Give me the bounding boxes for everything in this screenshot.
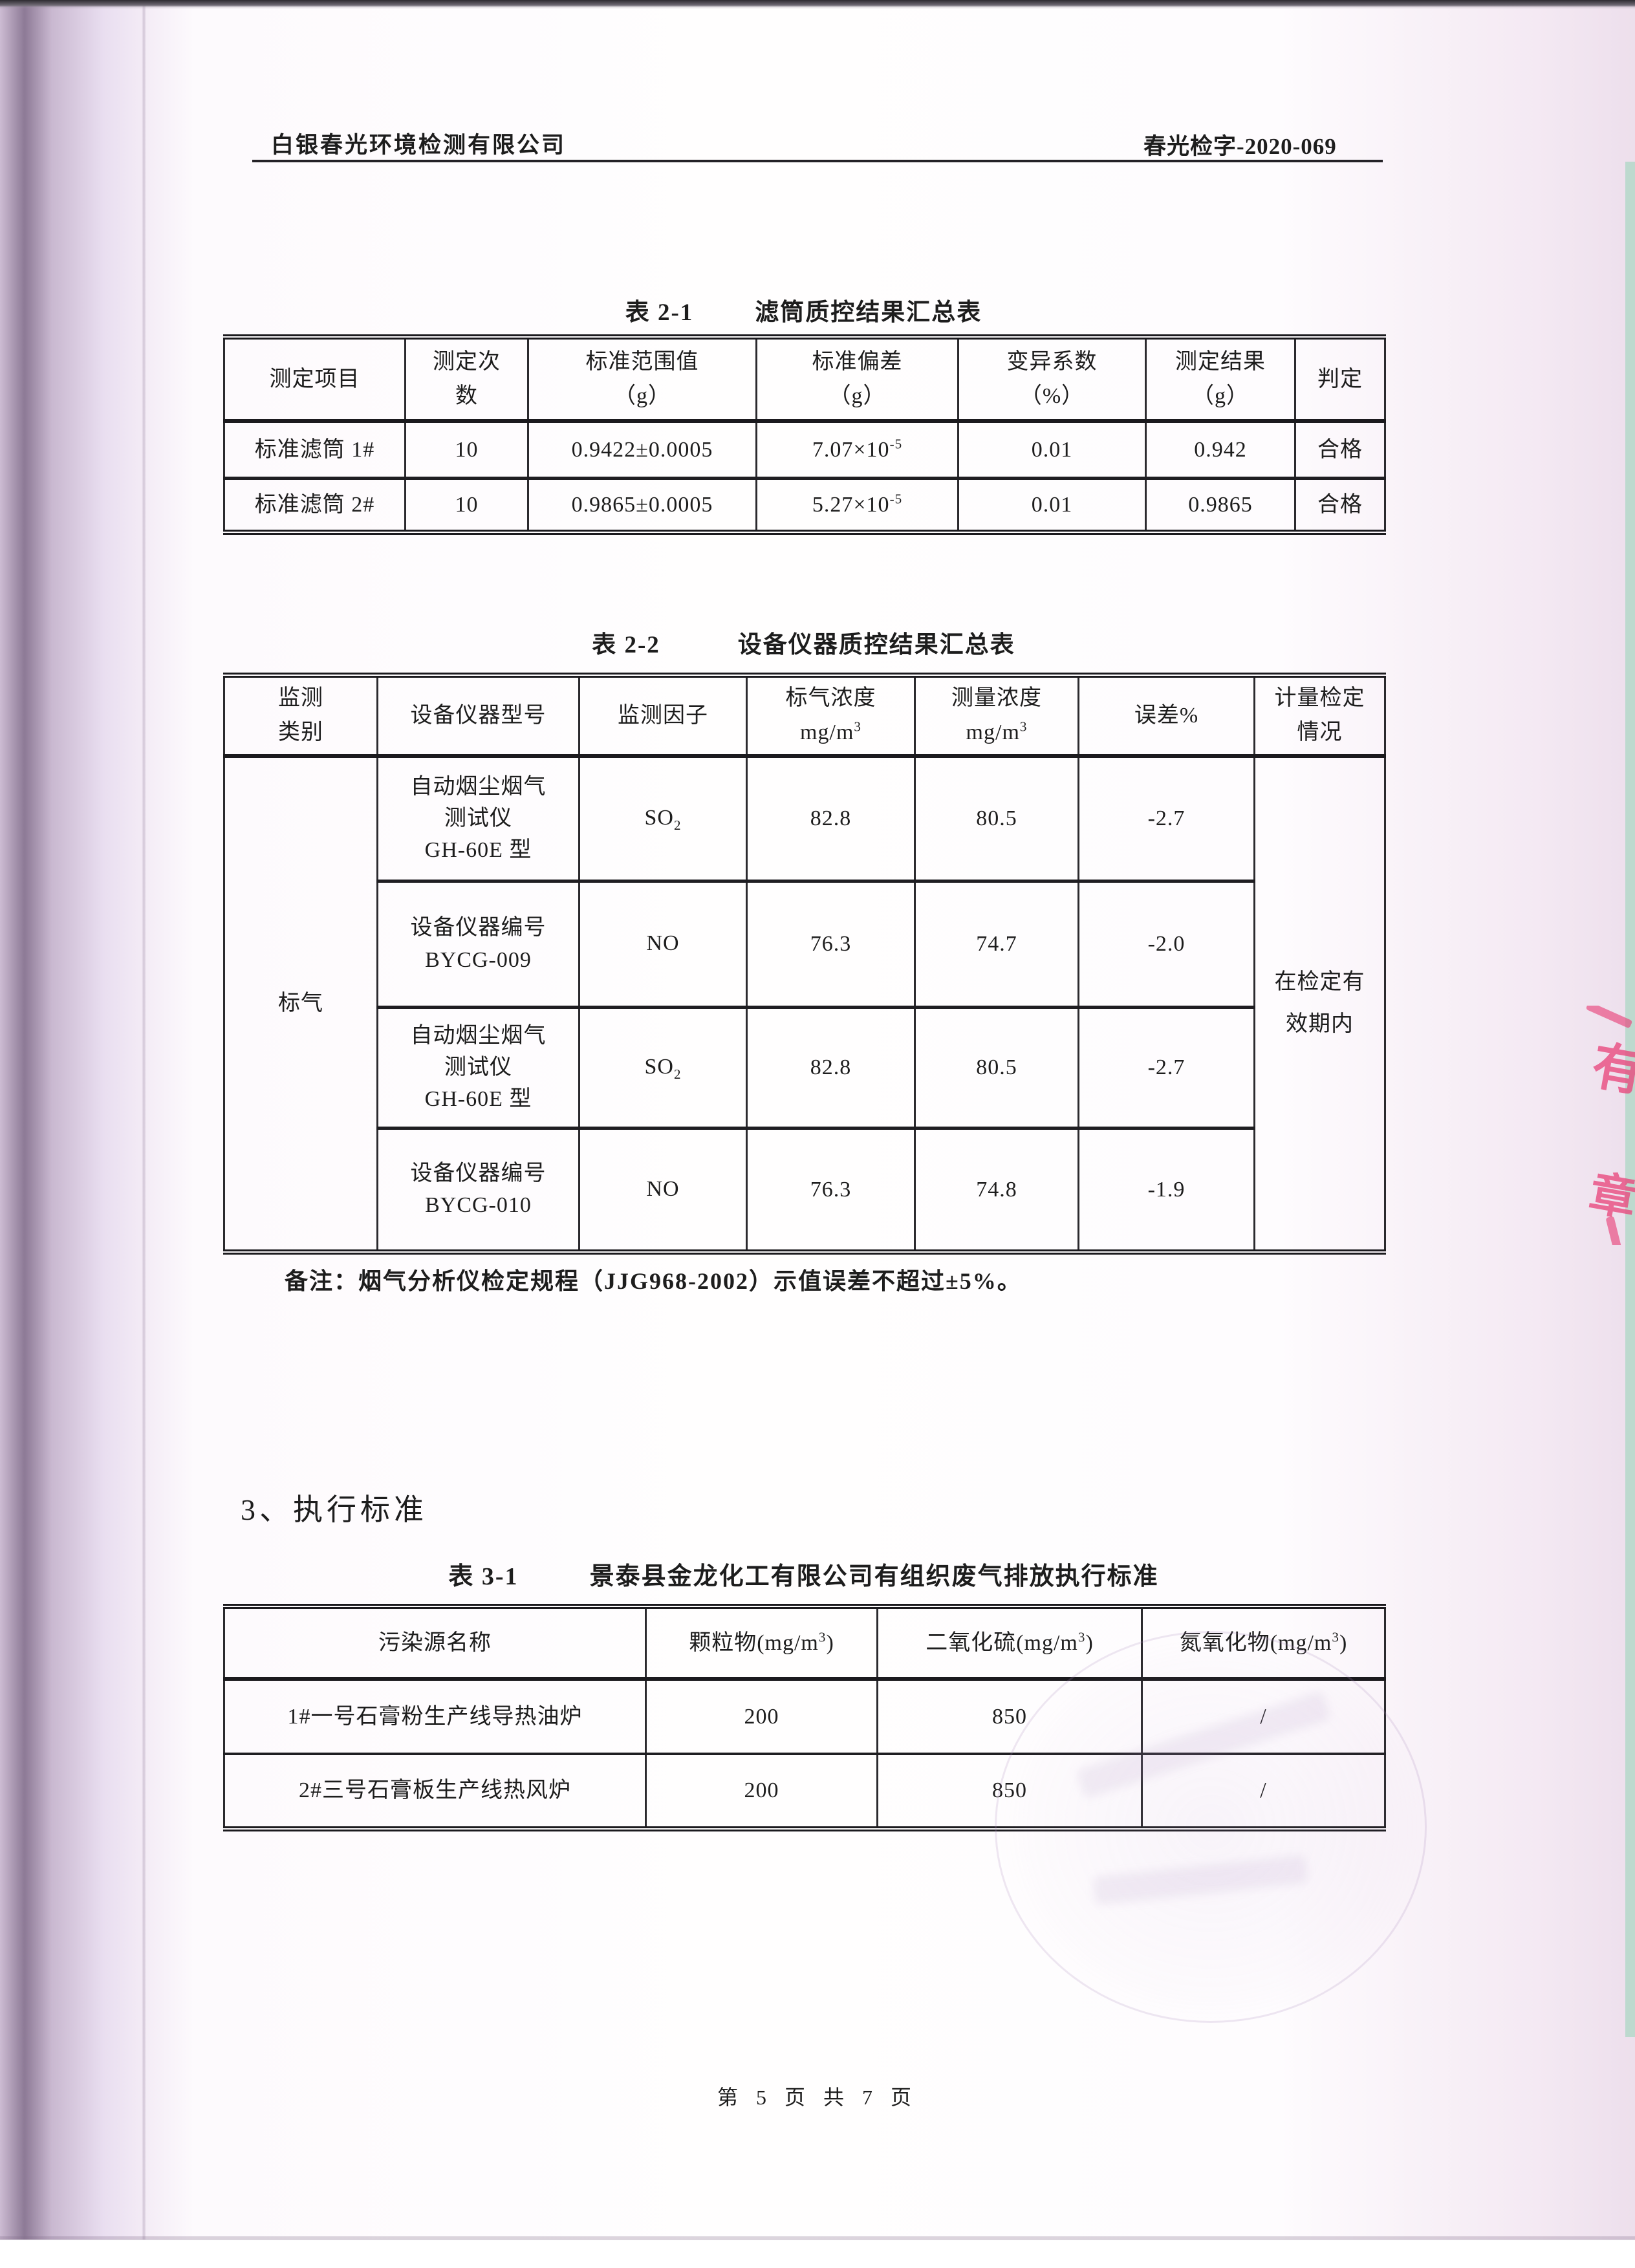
company-name: 白银春光环境检测有限公司	[271, 133, 567, 158]
table22: 监测 类别 设备仪器型号 监测因子 标气浓度 mg/m3 测量浓度 mg/m3 误差%…	[223, 673, 1386, 1255]
table22-cell: SO2	[578, 755, 748, 883]
table21-grid: 测定项目 测定次数 标准范围值 （g） 标准偏差 （g） 变异系数 （%） 测定结果（…	[223, 334, 1386, 535]
table21-cell: 0.9865	[1145, 477, 1296, 535]
table22-cell: NO	[578, 880, 748, 1009]
table21-caption-label: 表 2-1	[625, 299, 694, 326]
table31-caption-label: 表 3-1	[448, 1563, 519, 1590]
table-row: 标准滤筒 2# 10 0.9865±0.0005 5.27×10-5 0.01 …	[223, 477, 1386, 535]
table22-header-measured: 测量浓度 mg/m3	[914, 673, 1079, 758]
table21-cell: 7.07×10-5	[755, 420, 959, 480]
table22-caption: 表 2-2 设备仪器质控结果汇总表	[223, 625, 1384, 660]
table22-model-cell: 设备仪器编号 BYCG-010	[376, 1127, 580, 1255]
spine-crease	[142, 0, 146, 2240]
table22-note: 备注：烟气分析仪检定规程（JJG968-2002）示值误差不超过±5%。	[285, 1268, 1022, 1294]
table22-caption-title: 设备仪器质控结果汇总表	[737, 632, 1015, 658]
table-row: 自动烟尘烟气 测试仪 GH-60E 型 SO2 82.8 80.5 -2.7	[224, 1006, 1385, 1130]
table21-cell: 10	[404, 477, 529, 535]
footer-page-number: 第 5 页 共 7 页	[717, 2086, 918, 2109]
table21-cell: 0.01	[957, 420, 1147, 480]
table21-header-deviation: 标准偏差 （g）	[755, 334, 959, 423]
table21-cell: 0.01	[957, 477, 1147, 535]
table22-cell: 80.5	[914, 1006, 1079, 1130]
table22-header-category: 监测 类别	[223, 673, 378, 758]
table22-cell: -2.7	[1077, 1006, 1255, 1130]
table31-header-pm: 颗粒物(mg/m3)	[645, 1604, 878, 1681]
table22-model-cell: 自动烟尘烟气 测试仪 GH-60E 型	[376, 1006, 580, 1130]
table22-cell: 76.3	[746, 880, 916, 1009]
header-rule	[252, 160, 1383, 162]
table21-cell: 标准滤筒 2#	[223, 477, 406, 535]
table22-model-cell: 设备仪器编号 BYCG-009	[376, 880, 580, 1009]
table-row: 设备仪器编号 BYCG-009 NO 76.3 74.7 -2.0	[224, 880, 1385, 1009]
table21-header-cv: 变异系数 （%）	[957, 334, 1147, 423]
table21-header-judge: 判定	[1294, 334, 1386, 423]
table31-cell: 200	[645, 1753, 878, 1831]
table21-header-result: 测定结果 （g）	[1145, 334, 1296, 423]
table31-header-source: 污染源名称	[223, 1604, 647, 1681]
scan-top-edge	[0, 0, 1635, 9]
table22-header-factor: 监测因子	[578, 673, 748, 758]
table21-header-range: 标准范围值 （g）	[527, 334, 757, 423]
table31-caption: 表 3-1 景泰县金龙化工有限公司有组织废气排放执行标准	[223, 1556, 1384, 1592]
table21: 测定项目 测定次数 标准范围值 （g） 标准偏差 （g） 变异系数 （%） 测定结果（…	[223, 334, 1386, 535]
paper-bottom-edge	[0, 2236, 1635, 2240]
table22-cell: -2.7	[1077, 755, 1255, 883]
section-heading: 3、执行标准	[241, 1493, 428, 1526]
table22-header-error: 误差%	[1077, 673, 1255, 758]
watermark-smudge	[1092, 1854, 1308, 1906]
table21-cell: 标准滤筒 1#	[223, 420, 406, 480]
table22-grid: 监测 类别 设备仪器型号 监测因子 标气浓度 mg/m3 测量浓度 mg/m3 误差%…	[223, 673, 1386, 1255]
table31-caption-title: 景泰县金龙化工有限公司有组织废气排放执行标准	[589, 1563, 1159, 1590]
table22-cell: NO	[578, 1127, 748, 1255]
table22-cell: -2.0	[1077, 880, 1255, 1009]
table22-cell: 82.8	[746, 1006, 916, 1130]
table21-caption-title: 滤筒质控结果汇总表	[755, 299, 982, 326]
seal-character: 有	[1587, 1037, 1635, 1103]
table22-header-standard-gas: 标气浓度 mg/m3	[746, 673, 916, 758]
table22-category-cell: 标气	[223, 755, 378, 1255]
table21-header-item: 测定项目	[223, 334, 406, 423]
table22-model-cell: 自动烟尘烟气 测试仪 GH-60E 型	[376, 755, 580, 883]
table31-cell: 2#三号石膏板生产线热风炉	[223, 1753, 647, 1831]
table22-header-verification: 计量检定 情况	[1253, 673, 1386, 758]
scan-green-strip	[1625, 162, 1635, 2037]
table21-cell: 合格	[1294, 477, 1386, 535]
table-row: 设备仪器编号 BYCG-010 NO 76.3 74.8 -1.9	[224, 1127, 1385, 1255]
table21-cell: 0.9865±0.0005	[527, 477, 757, 535]
table21-header-row: 测定项目 测定次数 标准范围值 （g） 标准偏差 （g） 变异系数 （%） 测定结果（…	[223, 334, 1386, 423]
table22-cell: 82.8	[746, 755, 916, 883]
table-row: 标准滤筒 1# 10 0.9422±0.0005 7.07×10-5 0.01 …	[223, 420, 1386, 480]
table22-cell: -1.9	[1077, 1127, 1255, 1255]
watermark-stamp	[995, 1631, 1427, 2023]
table21-cell: 0.942	[1145, 420, 1296, 480]
table22-header-row: 监测 类别 设备仪器型号 监测因子 标气浓度 mg/m3 测量浓度 mg/m3 误差%…	[223, 673, 1386, 758]
table21-cell: 10	[404, 420, 529, 480]
edge-seal-stamp: 有 章	[1581, 1006, 1635, 1245]
table22-cell: SO2	[578, 1006, 748, 1130]
table22-caption-label: 表 2-2	[592, 632, 660, 658]
table21-cell: 0.9422±0.0005	[527, 420, 757, 480]
table22-header-model: 设备仪器型号	[376, 673, 580, 758]
doc-number: 春光检字-2020-069	[1143, 134, 1337, 159]
watermark-smudge	[1076, 1690, 1332, 1799]
table21-cell: 合格	[1294, 420, 1386, 480]
table22-cell: 80.5	[914, 755, 1079, 883]
table21-header-times: 测定次数	[404, 334, 529, 423]
table-row: 标气 自动烟尘烟气 测试仪 GH-60E 型 SO2 82.8 80.5 -2.7 …	[223, 755, 1386, 1255]
table22-verification-cell: 在检定有 效期内	[1253, 755, 1386, 1255]
table22-cell: 74.7	[914, 880, 1079, 1009]
table22-cell: 76.3	[746, 1127, 916, 1255]
table22-cell: 74.8	[914, 1127, 1079, 1255]
table21-cell: 5.27×10-5	[755, 477, 959, 535]
table31-cell: 200	[645, 1678, 878, 1755]
table31-cell: 1#一号石膏粉生产线导热油炉	[223, 1678, 647, 1755]
table21-caption: 表 2-1 滤筒质控结果汇总表	[223, 292, 1384, 327]
